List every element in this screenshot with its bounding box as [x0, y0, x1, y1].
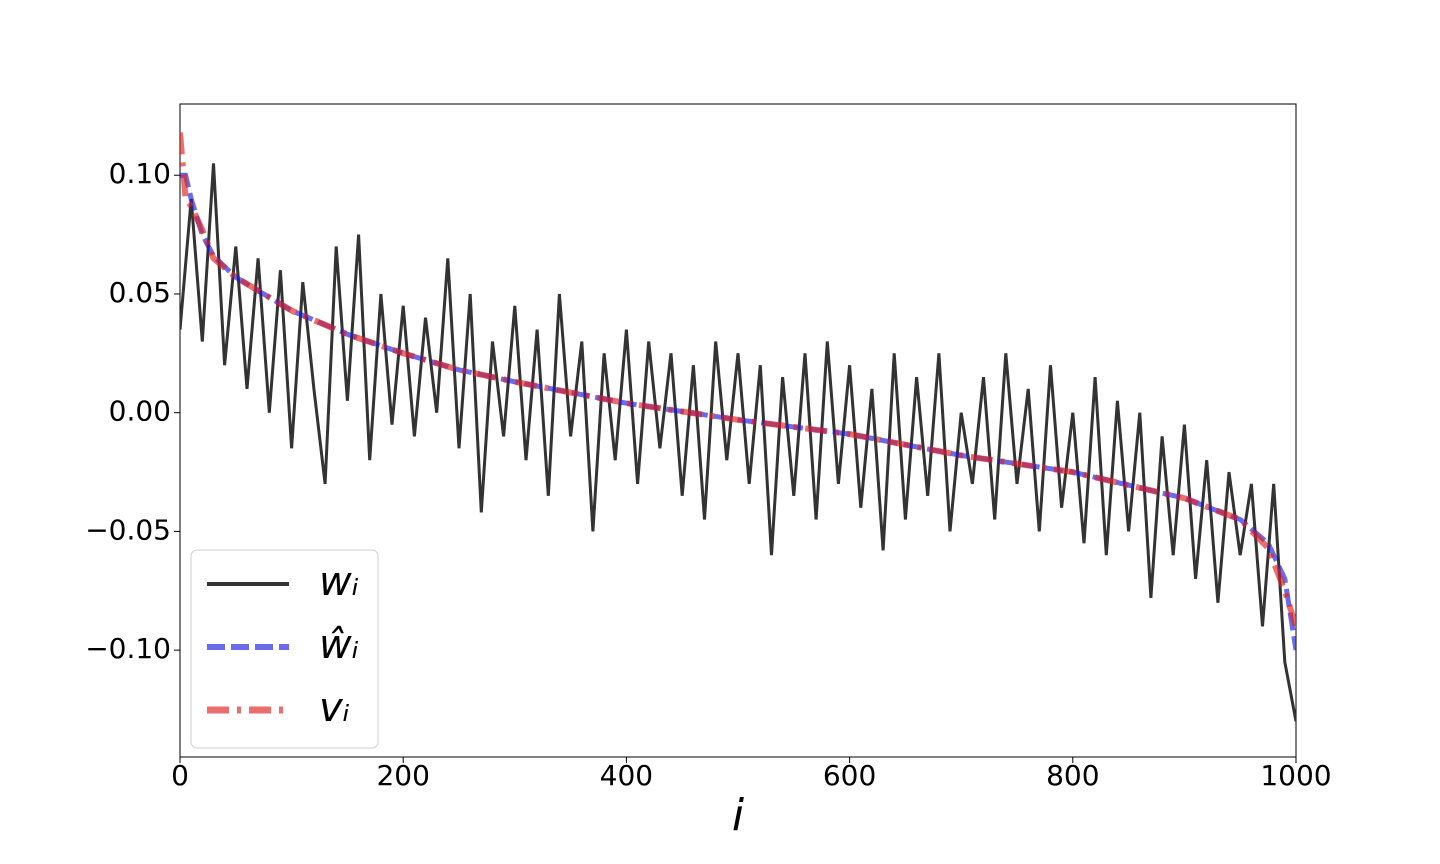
y-tick-label: −0.10: [85, 632, 171, 665]
y-tick-label: 0.10: [109, 157, 171, 190]
x-tick-label: 200: [376, 759, 429, 792]
x-tick-label: 400: [600, 759, 653, 792]
x-tick-label: 600: [823, 759, 876, 792]
series-line: [180, 132, 1296, 628]
x-tick-label: 1000: [1260, 759, 1331, 792]
legend-label: ŵᵢ: [319, 622, 359, 668]
legend-label: wᵢ: [319, 559, 359, 605]
plot-frame: [179, 103, 1297, 758]
legend-label: vᵢ: [319, 685, 350, 731]
y-tick-label: −0.05: [85, 513, 171, 546]
x-axis-label: i: [732, 790, 745, 841]
y-tick-label: 0.05: [109, 276, 171, 309]
x-tick-label: 0: [171, 759, 189, 792]
y-tick-label: 0.00: [109, 395, 171, 428]
x-tick-label: 800: [1046, 759, 1099, 792]
series-line: [180, 163, 1296, 722]
